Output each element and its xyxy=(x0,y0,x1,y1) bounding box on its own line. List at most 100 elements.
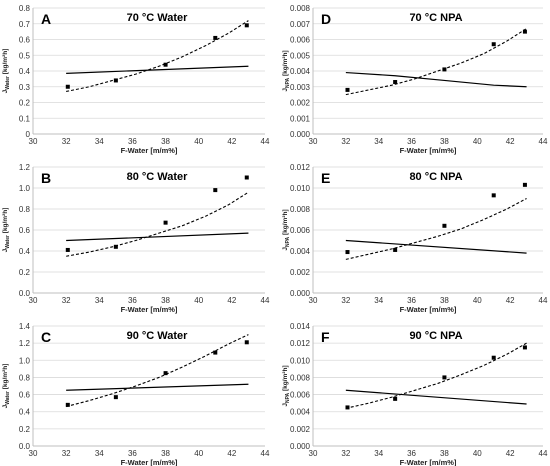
exponential-fit-line xyxy=(345,198,527,260)
model-line xyxy=(66,232,249,242)
x-tick-label: 30 xyxy=(309,137,318,146)
y-tick-label: 0.006 xyxy=(290,36,311,45)
x-axis-label: F-Water [m/m%] xyxy=(400,458,457,466)
panel-title: 70 °C Water xyxy=(127,12,189,24)
x-tick-label: 44 xyxy=(261,296,270,305)
y-tick-label: 0.004 xyxy=(290,67,311,76)
exponential-fit-line xyxy=(345,342,527,409)
y-tick-label: 1.2 xyxy=(19,163,31,172)
x-tick-label: 40 xyxy=(194,137,203,146)
y-tick-label: 0.003 xyxy=(290,83,311,92)
exponential-fit-line xyxy=(66,191,249,257)
x-tick-label: 34 xyxy=(95,449,104,458)
x-tick-label: 32 xyxy=(341,296,350,305)
y-tick-label: 0.6 xyxy=(19,226,31,235)
x-tick-label: 38 xyxy=(161,137,170,146)
panel-letter: B xyxy=(41,170,51,186)
x-tick-label: 40 xyxy=(194,449,203,458)
y-tick-label: 0.008 xyxy=(290,4,311,13)
y-tick-label: 0.002 xyxy=(290,268,311,277)
y-tick-label: 0.5 xyxy=(19,51,31,60)
x-tick-label: 32 xyxy=(341,137,350,146)
x-tick-label: 42 xyxy=(227,449,236,458)
x-tick-label: 38 xyxy=(440,296,449,305)
panel-letter: D xyxy=(321,11,331,27)
x-tick-label: 36 xyxy=(407,449,416,458)
data-point xyxy=(213,35,218,40)
x-tick-label: 32 xyxy=(62,137,71,146)
y-tick-label: 0.8 xyxy=(19,4,31,13)
x-tick-label: 36 xyxy=(407,296,416,305)
x-tick-label: 34 xyxy=(95,137,104,146)
y-tick-label: 0.002 xyxy=(290,99,311,108)
data-point xyxy=(393,80,398,85)
y-axis-label: JWater [kg/m²h] xyxy=(2,208,11,253)
x-tick-label: 44 xyxy=(539,137,548,146)
panel-title: 90 °C Water xyxy=(127,330,189,342)
data-point xyxy=(393,396,398,401)
panel-d: 0.000 0.001 0.002 0.003 0.004 0.005 0.006 0.007… xyxy=(282,4,548,155)
x-tick-label: 34 xyxy=(374,449,383,458)
y-axis-label: JNPA [kg/m²h] xyxy=(282,365,291,406)
data-point xyxy=(522,29,527,34)
y-tick-label: 0.008 xyxy=(290,373,311,382)
x-tick-label: 38 xyxy=(161,296,170,305)
panel-f: 0.000 0.002 0.004 0.006 0.008 0.010 0.012 0.014… xyxy=(282,322,548,466)
model-line xyxy=(345,389,527,405)
x-tick-label: 36 xyxy=(128,449,137,458)
y-tick-label: 0 xyxy=(26,130,31,139)
y-tick-label: 0.014 xyxy=(290,322,311,331)
x-tick-label: 38 xyxy=(161,449,170,458)
data-point xyxy=(345,405,350,410)
y-axis-label: JNPA [kg/m²h] xyxy=(282,209,291,250)
data-point xyxy=(393,247,398,252)
data-point xyxy=(522,182,527,187)
y-tick-label: 1.2 xyxy=(19,339,31,348)
data-point xyxy=(65,84,70,89)
y-tick-label: 0.004 xyxy=(290,408,311,417)
x-tick-label: 34 xyxy=(374,137,383,146)
x-tick-label: 42 xyxy=(506,296,515,305)
data-point xyxy=(442,67,447,72)
data-point xyxy=(491,355,496,360)
x-tick-label: 44 xyxy=(261,137,270,146)
x-axis-label: F-Water [m/m%] xyxy=(121,146,178,155)
data-point xyxy=(244,340,249,345)
y-tick-label: 0.000 xyxy=(290,442,311,451)
y-tick-label: 0.007 xyxy=(290,20,311,29)
x-tick-label: 40 xyxy=(473,449,482,458)
exponential-fit-line xyxy=(345,28,527,96)
x-tick-label: 44 xyxy=(539,449,548,458)
data-point xyxy=(442,223,447,228)
panel-letter: C xyxy=(41,329,51,345)
x-tick-label: 34 xyxy=(95,296,104,305)
x-tick-label: 40 xyxy=(473,137,482,146)
x-tick-label: 30 xyxy=(29,296,38,305)
x-tick-label: 36 xyxy=(407,137,416,146)
y-tick-label: 0.012 xyxy=(290,339,311,348)
y-tick-label: 1.4 xyxy=(19,322,31,331)
x-tick-label: 38 xyxy=(440,449,449,458)
data-point xyxy=(442,375,447,380)
data-point xyxy=(163,62,168,67)
y-tick-label: 0.0 xyxy=(19,442,31,451)
x-tick-label: 34 xyxy=(374,296,383,305)
data-point xyxy=(65,402,70,407)
x-tick-label: 32 xyxy=(341,449,350,458)
panel-b: 0.0 0.2 0.4 0.6 0.8 1.0 1.2 30 32 34 36 38 40 42 44 F-W… xyxy=(2,163,270,314)
y-tick-label: 0.000 xyxy=(290,289,311,298)
y-tick-label: 0.4 xyxy=(19,67,31,76)
model-line xyxy=(345,239,527,254)
data-point xyxy=(163,220,168,225)
y-tick-label: 0.3 xyxy=(19,83,31,92)
data-point xyxy=(65,247,70,252)
x-tick-label: 42 xyxy=(227,137,236,146)
panel-title: 70 °C NPA xyxy=(409,12,462,24)
data-point xyxy=(113,78,118,83)
y-tick-label: 0.004 xyxy=(290,247,311,256)
y-tick-label: 0.1 xyxy=(19,114,31,123)
data-point xyxy=(163,371,168,376)
y-tick-label: 0.2 xyxy=(19,268,31,277)
x-tick-label: 30 xyxy=(309,296,318,305)
